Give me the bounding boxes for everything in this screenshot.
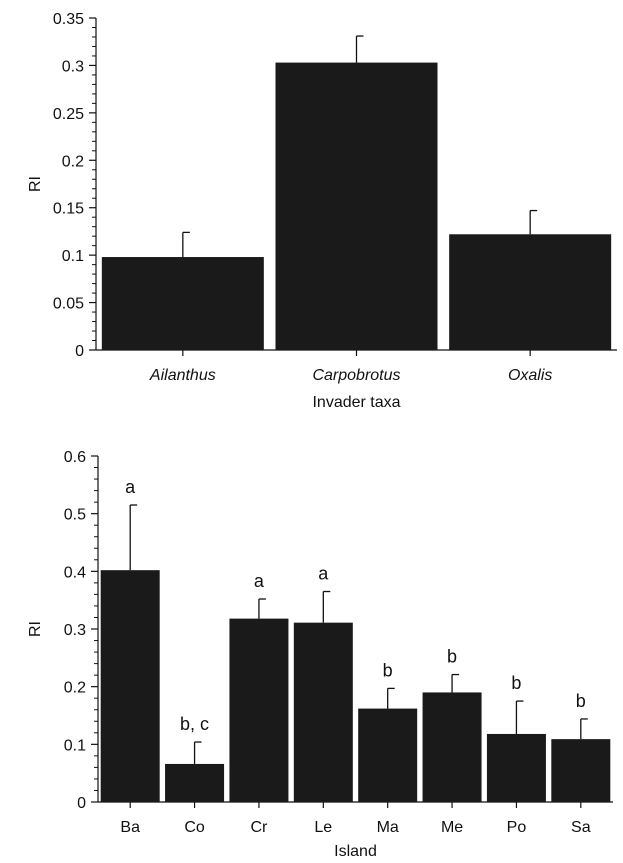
y-tick-label: 0.1: [64, 737, 86, 754]
bar-co: [165, 763, 225, 802]
y-tick-label: 0: [75, 343, 84, 360]
x-axis-label: Island: [334, 843, 377, 860]
x-tick-label: Sa: [571, 819, 591, 836]
significance-letter: a: [254, 571, 265, 591]
x-tick-label: Po: [507, 819, 527, 836]
x-tick-label: Carpobrotus: [312, 367, 400, 384]
significance-letter: b: [511, 673, 521, 693]
x-tick-label: Ba: [120, 819, 140, 836]
y-tick-label: 0: [77, 795, 86, 812]
y-tick-label: 0.05: [53, 296, 84, 313]
x-tick-label: Me: [441, 819, 463, 836]
x-tick-label: Oxalis: [508, 367, 552, 384]
y-tick-label: 0.6: [64, 449, 86, 466]
bar-po: [486, 733, 546, 802]
x-tick-label: Co: [184, 819, 205, 836]
significance-letter: b: [576, 691, 586, 711]
significance-letter: b: [383, 660, 393, 680]
x-axis-label: Invader taxa: [312, 394, 400, 411]
bar-me: [422, 692, 482, 802]
bar-ba: [100, 570, 160, 802]
y-tick-label: 0.15: [53, 201, 84, 218]
significance-letter: b: [447, 647, 457, 667]
y-tick-label: 0.5: [64, 507, 86, 524]
y-tick-label: 0.2: [62, 153, 84, 170]
y-axis-label: RI: [27, 621, 44, 637]
significance-letter: b, c: [180, 714, 209, 734]
chart-invader-taxa: 0 0.05 0.1 0.15 0.2 0.25 0.3 0.35 Ailanthus Carpo…: [27, 11, 617, 411]
chart-island: 0 0.1 0.2 0.3 0.4 0.5 0.6 Ba a Co b, c Cr a Le a Ma b Me b…: [27, 449, 613, 860]
bar-sa: [551, 739, 611, 802]
y-axis-label: RI: [27, 176, 44, 192]
bar-oxalis: [449, 234, 612, 350]
significance-letter: a: [318, 564, 329, 584]
y-tick-label: 0.25: [53, 106, 84, 123]
x-tick-label: Le: [314, 819, 332, 836]
bar-cr: [229, 618, 289, 802]
y-tick-label: 0.4: [64, 564, 86, 581]
bar-ma: [358, 708, 418, 802]
significance-letter: a: [125, 477, 136, 497]
y-tick-label: 0.35: [53, 11, 84, 28]
x-tick-label: Ma: [377, 819, 399, 836]
bar-le: [293, 622, 353, 802]
y-tick-label: 0.2: [64, 680, 86, 697]
x-tick-label: Ailanthus: [149, 367, 216, 384]
y-tick-label: 0.1: [62, 248, 84, 265]
bar-ailanthus: [101, 257, 264, 350]
y-tick-label: 0.3: [64, 622, 86, 639]
x-tick-label: Cr: [250, 819, 268, 836]
bar-carpobrotus: [275, 62, 438, 350]
y-tick-label: 0.3: [62, 58, 84, 75]
